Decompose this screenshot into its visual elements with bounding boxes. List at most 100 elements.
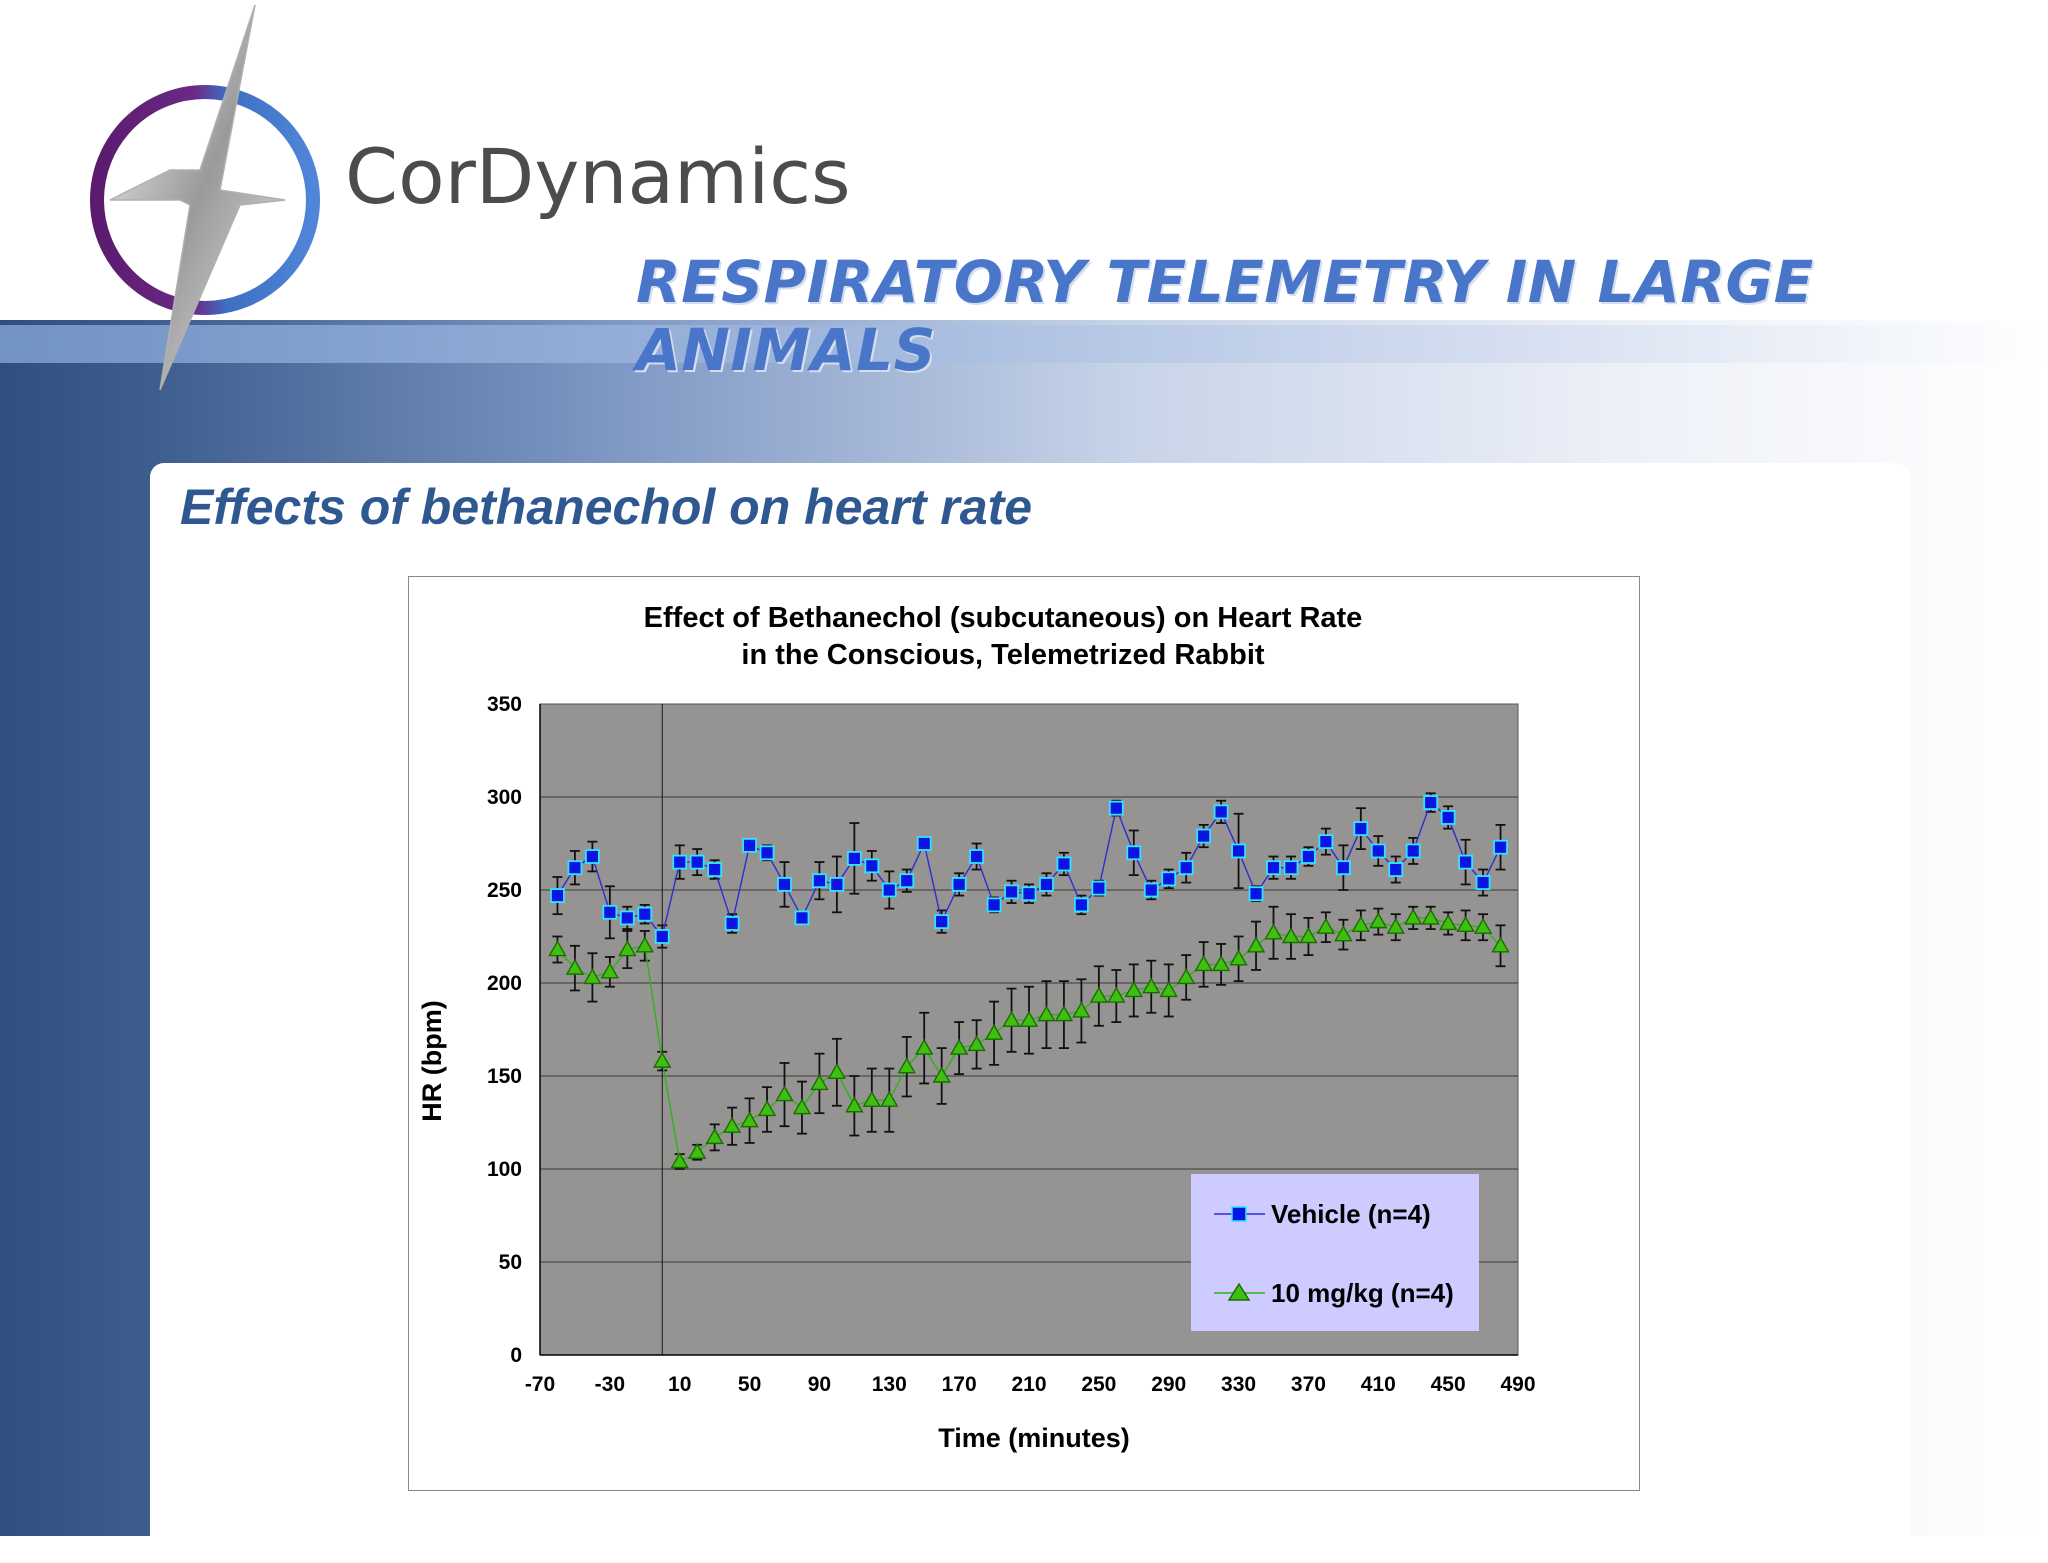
data-point-dose — [1369, 912, 1388, 929]
data-point-dose — [722, 1116, 742, 1133]
data-point-vehicle — [1388, 862, 1404, 877]
data-point-vehicle — [1493, 839, 1508, 855]
data-point-vehicle — [1126, 845, 1142, 861]
data-point-dose — [670, 1152, 689, 1169]
x-tick-label: 490 — [1500, 1373, 1535, 1396]
data-point-dose — [1281, 927, 1301, 944]
data-point-vehicle — [619, 910, 635, 926]
data-point-vehicle — [1231, 843, 1246, 859]
data-point-vehicle — [1423, 795, 1439, 810]
x-tick-label: 450 — [1431, 1373, 1466, 1396]
data-point-vehicle — [864, 858, 880, 874]
data-point-vehicle — [1039, 877, 1054, 892]
data-point-dose — [792, 1098, 812, 1115]
data-point-dose — [880, 1090, 899, 1107]
slide-heading: Effects of bethanechol on heart rate — [180, 479, 1033, 535]
data-point-vehicle — [759, 845, 775, 861]
data-point-dose — [1491, 936, 1510, 953]
x-tick-label: 130 — [872, 1373, 907, 1396]
data-point-dose — [827, 1062, 847, 1079]
y-tick-label: 100 — [487, 1158, 522, 1181]
y-tick-label: 0 — [510, 1344, 522, 1367]
data-point-vehicle — [969, 849, 985, 864]
y-axis-label: HR (bpm) — [417, 1000, 447, 1121]
data-point-vehicle — [916, 836, 932, 851]
x-tick-label: -30 — [595, 1373, 625, 1396]
brand-name: CorDynamics — [345, 132, 851, 221]
data-point-dose — [1037, 1005, 1056, 1022]
data-point-dose — [1054, 1005, 1074, 1022]
data-point-dose — [1246, 936, 1266, 953]
data-point-dose — [1438, 914, 1458, 931]
data-point-dose — [862, 1090, 882, 1107]
chart-title-line1: Effect of Bethanechol (subcutaneous) on … — [644, 602, 1363, 634]
data-point-vehicle — [1021, 886, 1037, 902]
data-point-vehicle — [672, 854, 688, 870]
data-point-dose — [705, 1127, 724, 1145]
y-tick-label: 300 — [487, 786, 522, 809]
x-tick-label: 370 — [1291, 1373, 1326, 1396]
data-point-dose — [1351, 915, 1371, 933]
heart-rate-chart: Effect of Bethanechol (subcutaneous) on … — [417, 602, 1536, 1453]
data-point-dose — [1456, 915, 1475, 933]
data-point-vehicle — [829, 877, 845, 892]
data-point-vehicle — [1178, 860, 1194, 876]
x-tick-label: 410 — [1361, 1373, 1396, 1396]
x-tick-label: 50 — [738, 1373, 761, 1396]
series-dose — [548, 905, 1510, 1170]
data-point-vehicle — [584, 849, 600, 864]
data-point-vehicle — [934, 914, 950, 930]
data-point-vehicle — [1440, 810, 1456, 825]
data-point-dose — [600, 962, 620, 979]
data-point-vehicle — [1161, 871, 1177, 887]
data-point-vehicle — [602, 904, 618, 920]
data-point-dose — [1124, 981, 1143, 998]
data-point-dose — [1072, 1001, 1091, 1018]
data-point-vehicle — [742, 837, 757, 853]
data-point-vehicle — [1073, 897, 1089, 913]
x-tick-label: 290 — [1151, 1373, 1186, 1396]
y-tick-label: 150 — [487, 1065, 522, 1088]
data-point-vehicle — [1056, 856, 1072, 872]
data-point-vehicle — [1405, 843, 1421, 859]
data-point-vehicle — [812, 873, 827, 889]
data-point-vehicle — [846, 850, 862, 866]
x-tick-label: 250 — [1081, 1373, 1116, 1396]
data-point-vehicle — [1475, 875, 1491, 890]
data-point-dose — [1089, 986, 1109, 1003]
data-point-dose — [949, 1038, 969, 1055]
legend-box — [1191, 1174, 1479, 1331]
data-point-dose — [1386, 917, 1405, 934]
chart-title-line2: in the Conscious, Telemetrized Rabbit — [741, 639, 1264, 671]
data-point-dose — [1229, 949, 1248, 966]
data-point-vehicle — [637, 906, 653, 922]
data-point-vehicle — [567, 860, 583, 876]
y-tick-label: 350 — [487, 693, 522, 716]
data-point-dose — [967, 1034, 986, 1052]
data-point-dose — [932, 1066, 951, 1083]
data-point-vehicle — [1353, 821, 1369, 837]
legend-marker-vehicle — [1231, 1206, 1247, 1222]
data-point-dose — [757, 1100, 777, 1117]
data-point-vehicle — [1091, 880, 1107, 896]
x-tick-label: 90 — [808, 1373, 831, 1396]
axes: 0 50 100 150 200 250 300 350 -70 -30 10 50 90 130 170 2… — [487, 693, 1536, 1396]
legend-label-vehicle: Vehicle (n=4) — [1271, 1199, 1431, 1229]
data-point-dose — [548, 940, 567, 957]
x-tick-label: 170 — [942, 1373, 977, 1396]
y-tick-label: 250 — [487, 879, 522, 902]
data-point-dose — [1316, 917, 1336, 934]
data-point-dose — [1159, 981, 1178, 998]
data-point-vehicle — [654, 929, 670, 944]
data-point-vehicle — [707, 862, 723, 877]
data-point-dose — [810, 1074, 829, 1091]
data-point-vehicle — [1301, 849, 1316, 864]
data-point-dose — [653, 1051, 672, 1068]
data-point-dose — [775, 1085, 794, 1102]
data-point-dose — [1421, 908, 1440, 925]
data-point-vehicle — [1143, 882, 1159, 898]
data-point-dose — [845, 1096, 864, 1113]
data-point-vehicle — [689, 854, 705, 870]
data-point-vehicle — [777, 877, 792, 892]
y-tick-label: 50 — [499, 1251, 522, 1274]
